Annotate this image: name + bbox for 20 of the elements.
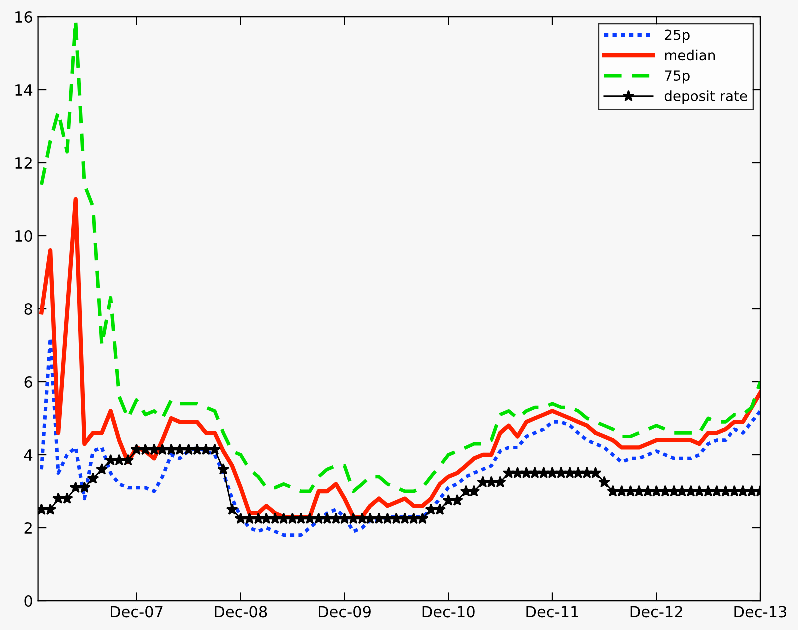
y-tick-label: 12 (16, 157, 32, 169)
x-tick-label: Dec-13 (734, 606, 787, 618)
legend-label: median (665, 50, 716, 61)
x-tick-label: Dec-09 (319, 606, 371, 618)
x-tick-label: Dec-07 (111, 606, 163, 618)
y-tick-label: 4 (24, 450, 33, 461)
x-tick-label: Dec-12 (630, 606, 682, 618)
y-tick-label: 0 (24, 595, 32, 608)
y-tick-label: 14 (16, 84, 33, 96)
x-tick-label: Dec-11 (526, 606, 578, 618)
x-tick-label: Dec-10 (422, 606, 475, 618)
y-tick-label: 8 (24, 303, 32, 316)
legend-label: 25p (665, 30, 690, 43)
y-tick-label: 16 (16, 11, 32, 24)
legend-label: 75p (665, 70, 690, 84)
y-tick-label: 2 (24, 522, 32, 534)
y-tick-label: 6 (24, 376, 32, 388)
x-tick-label: Dec-08 (215, 606, 268, 618)
legend-label: deposit rate (664, 90, 748, 104)
y-tick-label: 10 (16, 230, 32, 242)
